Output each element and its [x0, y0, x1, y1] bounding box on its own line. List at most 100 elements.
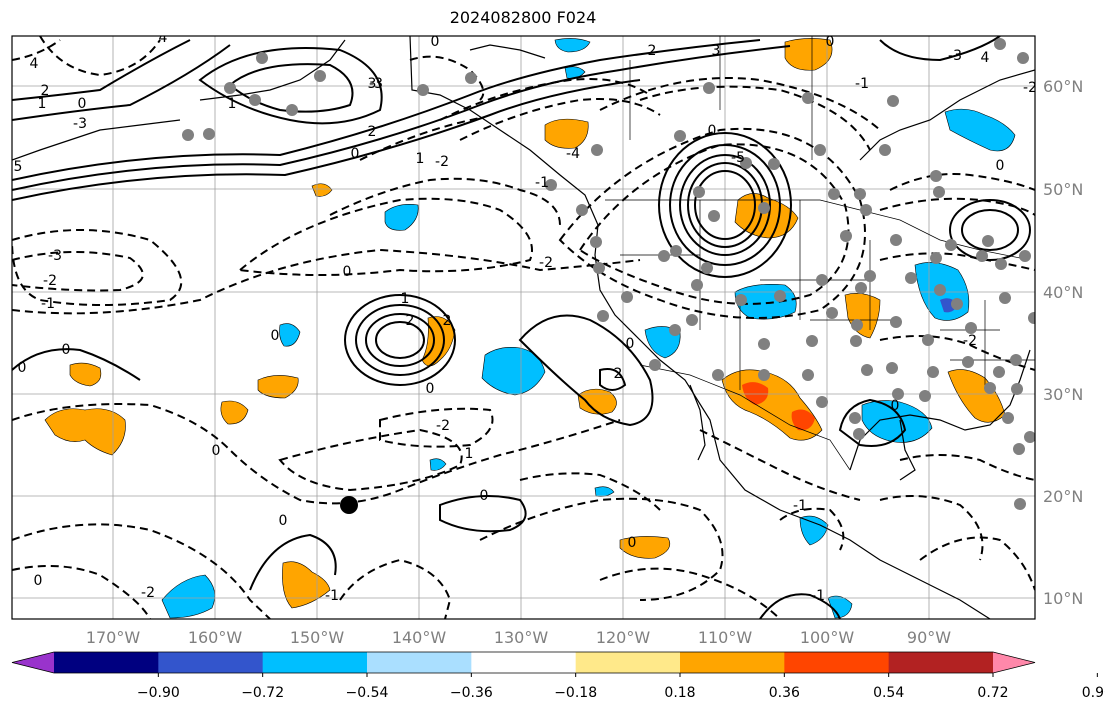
contour-label: -1 [855, 76, 869, 92]
contour-label: -1 [793, 498, 807, 514]
contour-label: 2 [614, 366, 623, 382]
contour-label: 2 [443, 313, 452, 329]
contour-label: 1 [38, 96, 47, 112]
colorbar-segment [367, 652, 472, 673]
colorbar-tick-label: −0.72 [241, 685, 284, 701]
contour-label: -1 [535, 175, 549, 191]
contour-label: 3 [712, 43, 721, 59]
contour-label: 0 [212, 443, 221, 459]
contour-label: 5 [14, 159, 23, 175]
coastlines [12, 36, 1035, 619]
contour-label: 0 [343, 264, 352, 280]
contour-label: 2 [41, 83, 50, 99]
lon-label-110w: 110°W [698, 628, 753, 647]
contour-label: 0 [431, 34, 440, 50]
lon-label-150w: 150°W [290, 628, 345, 647]
lat-label-60n: 60°N [1043, 77, 1083, 96]
contour-label: 0 [628, 535, 637, 551]
contour-label: 3 [368, 76, 377, 92]
contour-label: -2 [43, 273, 57, 289]
contour-label: 1 [465, 446, 474, 462]
contour-label: 0 [279, 513, 288, 529]
map-background [12, 36, 1035, 619]
contour-label: -2 [1023, 80, 1037, 96]
contour-label: -2 [963, 333, 977, 349]
colorbar-segment [158, 652, 264, 673]
contour-label: 0 [351, 146, 360, 162]
contour-label: -1 [41, 296, 55, 312]
map-title: 2024082800 F024 [449, 8, 597, 27]
lat-label-30n: 30°N [1043, 385, 1083, 404]
colorbar-tick-label: −0.36 [450, 685, 493, 701]
contour-label: 0 [78, 96, 87, 112]
lon-label-100w: 100°W [800, 628, 855, 647]
contour-label: -2 [539, 255, 553, 271]
contour-label: 2 [648, 43, 657, 59]
colorbar-tick-label: 0.54 [873, 685, 904, 701]
contour-label: 2 [368, 124, 377, 140]
contour-label: 0 [34, 573, 43, 589]
contour-label: -2 [436, 418, 450, 434]
colorbar-tick-label: −0.54 [346, 685, 389, 701]
colorbar-extend-high [993, 652, 1035, 673]
contour-label: -1 [325, 588, 339, 604]
map-frame [11, 35, 1036, 620]
colorbar-segment [54, 652, 159, 673]
station-markers [182, 38, 1035, 510]
contour-label: 0 [62, 342, 71, 358]
lon-label-130w: 130°W [494, 628, 549, 647]
contour-label: 0 [891, 398, 900, 414]
contour-label: 1 [401, 291, 410, 307]
lon-label-170w: 170°W [86, 628, 141, 647]
strong-positive-shading [742, 382, 815, 431]
colorbar-segment [680, 652, 785, 673]
colorbar-tick-label: 0.36 [769, 685, 800, 701]
contour-label: 0 [426, 381, 435, 397]
storm-marker [340, 496, 358, 514]
contour-label: 0 [996, 158, 1005, 174]
solid-contours [12, 36, 1031, 619]
contour-label: 2 [406, 313, 415, 329]
contour-label: -3 [73, 116, 87, 132]
contour-label: -3 [48, 248, 62, 264]
contour-label: 1 [416, 151, 425, 167]
contour-label: 0 [18, 360, 27, 376]
latitude-labels: 60°N 50°N 40°N 30°N 20°N 10°N [1043, 77, 1083, 608]
colorbar-segment [888, 652, 994, 673]
contour-label: 4 [30, 56, 39, 72]
contour-label: 1 [228, 96, 237, 112]
longitude-labels: 170°W 160°W 150°W 140°W 130°W 120°W 110°… [86, 628, 951, 647]
lat-label-10n: 10°N [1043, 589, 1083, 608]
contour-label: -3 [948, 48, 962, 64]
contour-label: 0 [826, 34, 835, 50]
contour-label: -2 [435, 154, 449, 170]
lat-label-50n: 50°N [1043, 180, 1083, 199]
lon-label-120w: 120°W [596, 628, 651, 647]
contour-labels: 421-33501-323004201-4-2-50-14-3-2-10122-… [14, 30, 1037, 604]
colorbar-tick-label: 0.18 [664, 685, 695, 701]
dashed-contours [12, 36, 1035, 619]
contour-label: 0 [271, 328, 280, 344]
contour-label: 0 [480, 488, 489, 504]
contour-label: 4 [981, 50, 990, 66]
colorbar-ticks: −0.90 −0.72 −0.54 −0.36 −0.18 0.18 0.36 0.54 0.7… [137, 673, 1105, 701]
contour-label: -1 [811, 588, 825, 604]
colorbar-segment [471, 652, 577, 673]
lon-label-160w: 160°W [188, 628, 243, 647]
colorbar-tick-label: −0.18 [554, 685, 597, 701]
lat-label-20n: 20°N [1043, 487, 1083, 506]
contour-label: -3 [369, 76, 383, 92]
contour-label: -4 [566, 146, 580, 162]
colorbar-segment [784, 652, 890, 673]
contour-label: 4 [159, 30, 168, 46]
colorbar-extend-low [12, 652, 54, 673]
colorbar-tick-label: 0.90 [1082, 685, 1105, 701]
lon-label-140w: 140°W [392, 628, 447, 647]
lat-label-40n: 40°N [1043, 283, 1083, 302]
colorbar-tick-label: 0.72 [977, 685, 1008, 701]
colorbar-tick-label: −0.90 [137, 685, 180, 701]
graticule [12, 36, 1035, 619]
lon-label-90w: 90°W [907, 628, 951, 647]
colorbar [11, 651, 1036, 674]
